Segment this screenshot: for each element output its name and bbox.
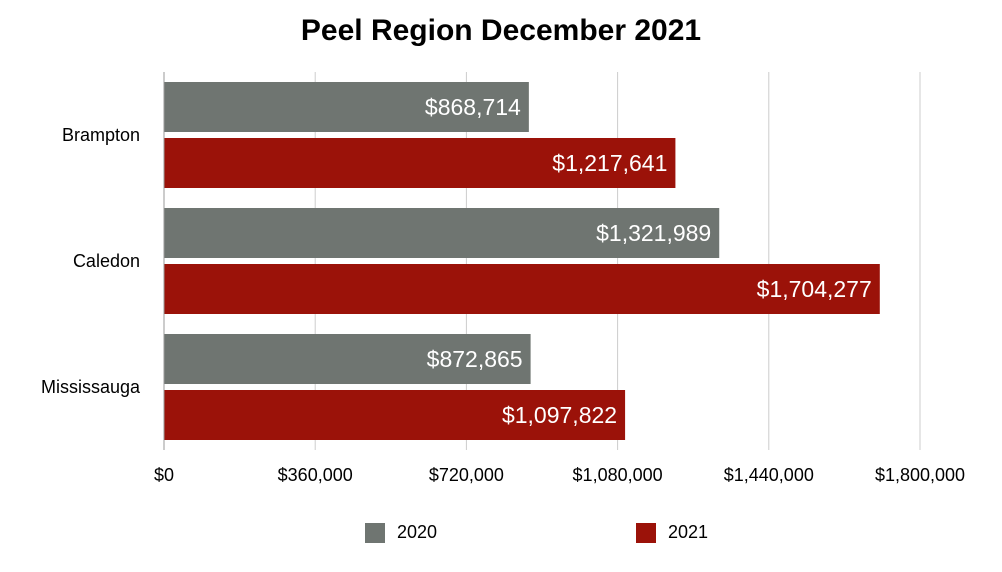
legend-item-2020: 2020 <box>365 522 437 543</box>
data-label: $1,321,989 <box>596 220 711 246</box>
x-tick-label: $1,080,000 <box>573 465 663 485</box>
legend-swatch <box>365 522 385 543</box>
x-tick-label: $1,440,000 <box>724 465 814 485</box>
bar <box>164 264 880 314</box>
legend-item-2021: 2021 <box>636 522 708 543</box>
category-label: Caledon <box>73 251 140 271</box>
legend-label: 2020 <box>397 522 438 542</box>
bar <box>164 390 626 440</box>
category-label: Brampton <box>62 125 140 145</box>
legend-label: 2021 <box>668 522 709 542</box>
chart-title: Peel Region December 2021 <box>300 14 702 47</box>
data-label: $868,714 <box>425 94 521 120</box>
data-label: $1,217,641 <box>552 150 667 176</box>
x-tick-label: $0 <box>154 465 174 485</box>
bar <box>164 82 529 132</box>
data-label: $872,865 <box>427 346 523 372</box>
bar <box>164 334 531 384</box>
bar <box>164 138 676 188</box>
data-label: $1,704,277 <box>757 276 872 302</box>
category-label: Mississauga <box>41 377 141 397</box>
x-tick-label: $720,000 <box>429 465 504 485</box>
bar <box>164 208 720 258</box>
legend: 2020 2021 <box>0 522 1002 552</box>
data-label: $1,097,822 <box>502 402 617 428</box>
x-tick-label: $360,000 <box>278 465 353 485</box>
x-tick-label: $1,800,000 <box>875 465 965 485</box>
legend-swatch <box>636 522 656 543</box>
